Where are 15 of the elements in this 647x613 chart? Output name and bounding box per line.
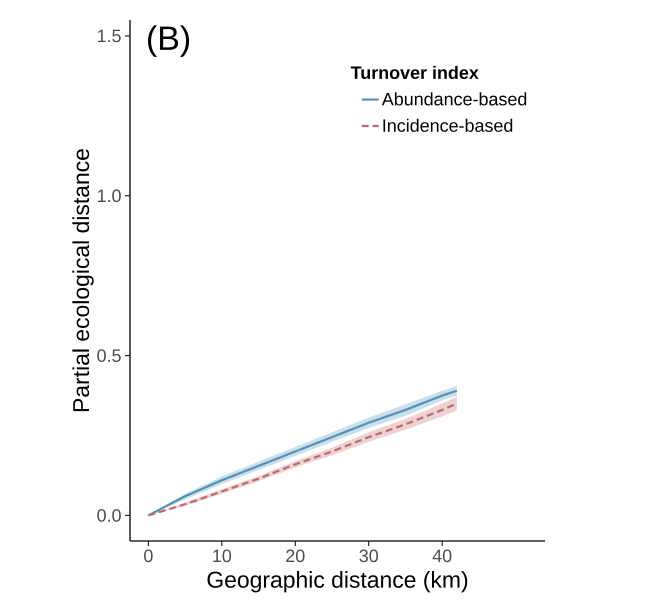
x-tick-label: 10 xyxy=(213,549,232,562)
y-axis-title: Partial ecological distance xyxy=(72,149,94,412)
x-tick-label: 0 xyxy=(144,549,153,562)
x-tick-label: 20 xyxy=(286,549,305,562)
y-tick-label: 1.0 xyxy=(98,189,121,202)
legend-label: Incidence-based xyxy=(383,118,512,132)
legend-title: Turnover index xyxy=(350,66,479,80)
chart-title: (B) xyxy=(148,25,190,57)
x-tick-label: 30 xyxy=(359,549,378,562)
y-tick-label: 1.5 xyxy=(98,30,121,42)
x-tick-label: 40 xyxy=(432,549,452,562)
x-axis-title: Geographic distance (km) xyxy=(207,571,468,592)
legend-label: Abundance-based xyxy=(382,92,526,106)
y-tick-label: 0.5 xyxy=(97,349,121,362)
y-tick-label: 0.0 xyxy=(97,509,121,522)
